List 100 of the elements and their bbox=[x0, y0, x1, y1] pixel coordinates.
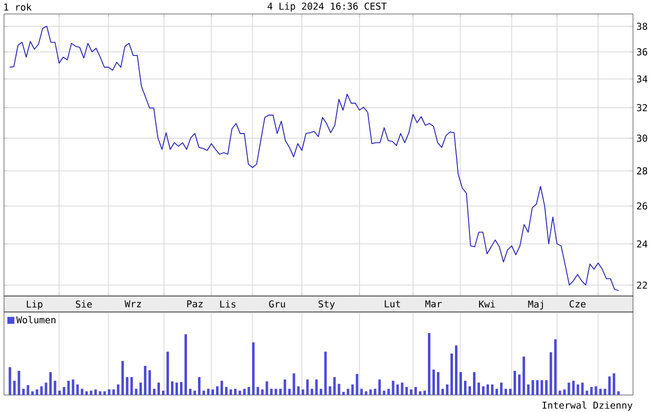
bar bbox=[134, 388, 138, 395]
bar bbox=[90, 390, 92, 395]
text: Interwal Dzienny bbox=[542, 401, 632, 411]
bar bbox=[441, 388, 444, 395]
chart-title: 1 rok bbox=[4, 3, 32, 11]
bar bbox=[297, 386, 300, 395]
bar bbox=[72, 380, 74, 395]
bar bbox=[324, 352, 327, 395]
bar bbox=[67, 380, 70, 395]
bar bbox=[522, 356, 526, 395]
y-tick-label: 28 bbox=[637, 167, 648, 174]
bar bbox=[8, 367, 12, 395]
bar bbox=[22, 388, 25, 395]
x-tick-label: Lis bbox=[220, 300, 236, 308]
bar bbox=[207, 388, 210, 395]
bar bbox=[568, 382, 570, 395]
bar bbox=[446, 384, 448, 395]
bar bbox=[256, 386, 260, 395]
bar bbox=[130, 377, 133, 395]
y-tick-label: 32 bbox=[637, 104, 647, 112]
bar bbox=[599, 388, 602, 395]
legend-label: Wolumen bbox=[16, 316, 56, 324]
bar bbox=[382, 390, 386, 395]
bar bbox=[216, 386, 219, 395]
bar bbox=[478, 382, 480, 395]
bar bbox=[58, 390, 61, 395]
bar bbox=[572, 380, 575, 395]
bar bbox=[468, 386, 471, 395]
x-tick-label: Maj bbox=[528, 300, 543, 310]
bar bbox=[491, 384, 494, 395]
x-tick-label: Paz bbox=[187, 300, 203, 308]
bar bbox=[152, 388, 156, 395]
bar bbox=[360, 388, 363, 395]
bar bbox=[225, 386, 228, 395]
x-tick-label: Wrz bbox=[124, 300, 141, 308]
bar bbox=[175, 382, 178, 395]
bar bbox=[80, 388, 84, 395]
bar bbox=[18, 370, 20, 395]
bar bbox=[500, 382, 503, 395]
line-series bbox=[9, 26, 620, 291]
y-tick-label: 30 bbox=[637, 134, 648, 142]
bar bbox=[545, 380, 548, 395]
bar bbox=[576, 384, 580, 395]
bar bbox=[518, 374, 521, 395]
bar bbox=[450, 354, 453, 395]
bar bbox=[202, 390, 206, 395]
bar bbox=[550, 352, 552, 395]
bar bbox=[400, 382, 404, 395]
bar bbox=[509, 388, 512, 395]
bar bbox=[306, 380, 309, 395]
bar bbox=[428, 333, 430, 395]
bar bbox=[496, 388, 498, 395]
bar bbox=[346, 388, 350, 395]
bar bbox=[116, 384, 120, 395]
bar bbox=[284, 380, 286, 395]
bar bbox=[54, 380, 56, 395]
bar bbox=[13, 380, 16, 395]
bar bbox=[274, 388, 278, 395]
bar bbox=[166, 352, 169, 395]
bar bbox=[482, 386, 484, 395]
bar bbox=[514, 370, 516, 395]
bar bbox=[590, 386, 593, 395]
bar bbox=[121, 360, 124, 395]
bar bbox=[369, 389, 372, 395]
bar bbox=[220, 380, 224, 395]
bar bbox=[288, 388, 291, 395]
bar bbox=[540, 380, 544, 395]
bar bbox=[608, 376, 611, 395]
x-tick-label: Lip bbox=[26, 300, 42, 310]
bar bbox=[266, 381, 268, 395]
bar bbox=[31, 391, 34, 395]
bar bbox=[26, 385, 30, 395]
bar bbox=[473, 372, 476, 395]
bar bbox=[184, 334, 187, 395]
bar bbox=[139, 382, 142, 395]
bar bbox=[418, 391, 422, 395]
bar bbox=[98, 391, 102, 395]
text: 4 Lip 2024 16:36 CEST bbox=[268, 2, 387, 12]
x-tick-label: Mar bbox=[425, 300, 442, 308]
bar bbox=[387, 388, 390, 395]
bar bbox=[279, 388, 282, 395]
bar bbox=[76, 384, 79, 395]
bar bbox=[351, 384, 354, 395]
y-tick-label: 34 bbox=[637, 75, 648, 83]
bar bbox=[198, 377, 201, 395]
bar bbox=[194, 390, 196, 395]
bar bbox=[536, 380, 539, 395]
x-tick-label: Lut bbox=[384, 300, 400, 308]
bar bbox=[423, 390, 426, 395]
bar bbox=[527, 384, 530, 395]
bar bbox=[85, 391, 88, 395]
bar bbox=[342, 392, 345, 395]
bar bbox=[270, 388, 273, 395]
bar bbox=[292, 373, 296, 395]
bar bbox=[148, 370, 151, 395]
bar bbox=[436, 372, 440, 395]
bar bbox=[310, 388, 314, 395]
bar bbox=[612, 373, 616, 395]
bar bbox=[464, 380, 466, 395]
bar bbox=[112, 389, 115, 395]
